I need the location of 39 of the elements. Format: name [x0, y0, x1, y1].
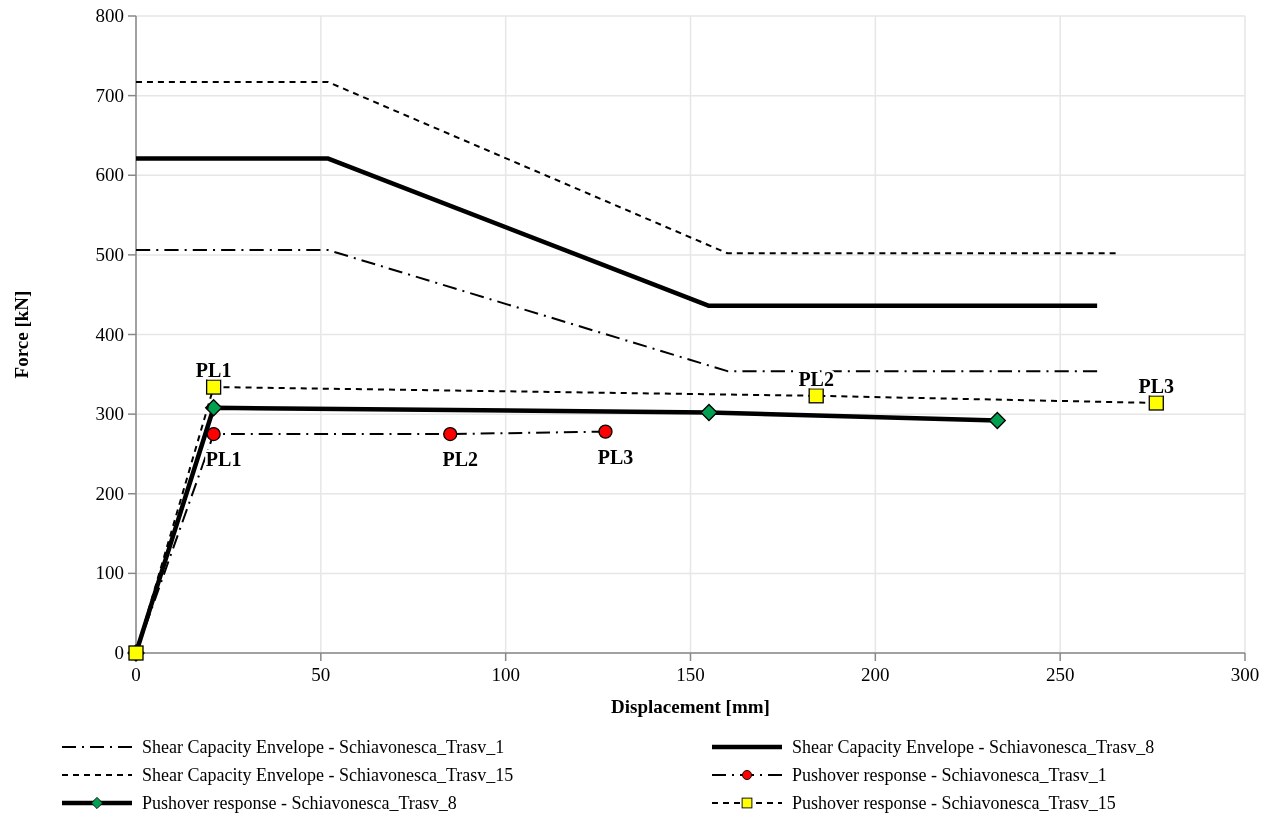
annotation: PL1: [195, 359, 232, 382]
y-axis-title: Force [kN]: [11, 290, 32, 379]
y-tick-label: 300: [95, 403, 124, 425]
legend-label: Shear Capacity Envelope - Schiavonesca_Trasv_1: [142, 737, 505, 757]
annotation: PL1: [205, 448, 242, 471]
x-tick-label: 0: [131, 664, 141, 685]
point: [205, 379, 222, 395]
annotation: PL3: [597, 445, 634, 468]
x-tick-label: 300: [1230, 664, 1260, 685]
y-tick-label: 600: [95, 164, 124, 186]
legend-label: Shear Capacity Envelope - Schiavonesca_Trasv_8: [792, 737, 1155, 757]
legend-label: Shear Capacity Envelope - Schiavonesca_Trasv_15: [142, 765, 514, 785]
x-tick-label: 150: [676, 664, 705, 685]
y-tick-label: 800: [95, 5, 124, 26]
point: [443, 426, 458, 442]
point: [700, 403, 718, 422]
x-tick-label: 100: [491, 664, 520, 685]
legend-label: Pushover response - Schiavonesca_Trasv_15: [792, 793, 1116, 813]
x-tick-label: 250: [1045, 664, 1075, 685]
point: [598, 424, 613, 439]
x-tick-label: 200: [861, 664, 890, 685]
y-tick-label: 500: [95, 243, 124, 265]
y-tick-label: 400: [95, 323, 124, 345]
x-axis-title: Displacement [mm]: [611, 696, 770, 717]
x-tick-label: 50: [311, 664, 331, 685]
point: [1148, 395, 1164, 411]
point: [988, 411, 1006, 430]
y-tick-label: 200: [95, 482, 124, 504]
point: [206, 426, 221, 442]
y-tick-label: 700: [95, 84, 124, 106]
legend-label: Pushover response - Schiavonesca_Trasv_1: [792, 765, 1107, 785]
point: [204, 399, 223, 417]
y-tick-label: 100: [95, 562, 124, 584]
point: [808, 388, 824, 404]
annotation: PL2: [442, 448, 478, 471]
y-tick-label: 0: [114, 642, 124, 663]
annotation: PL2: [798, 367, 834, 390]
legend-label: Pushover response - Schiavonesca_Trasv_8: [142, 793, 457, 813]
annotation: PL3: [1138, 374, 1175, 397]
